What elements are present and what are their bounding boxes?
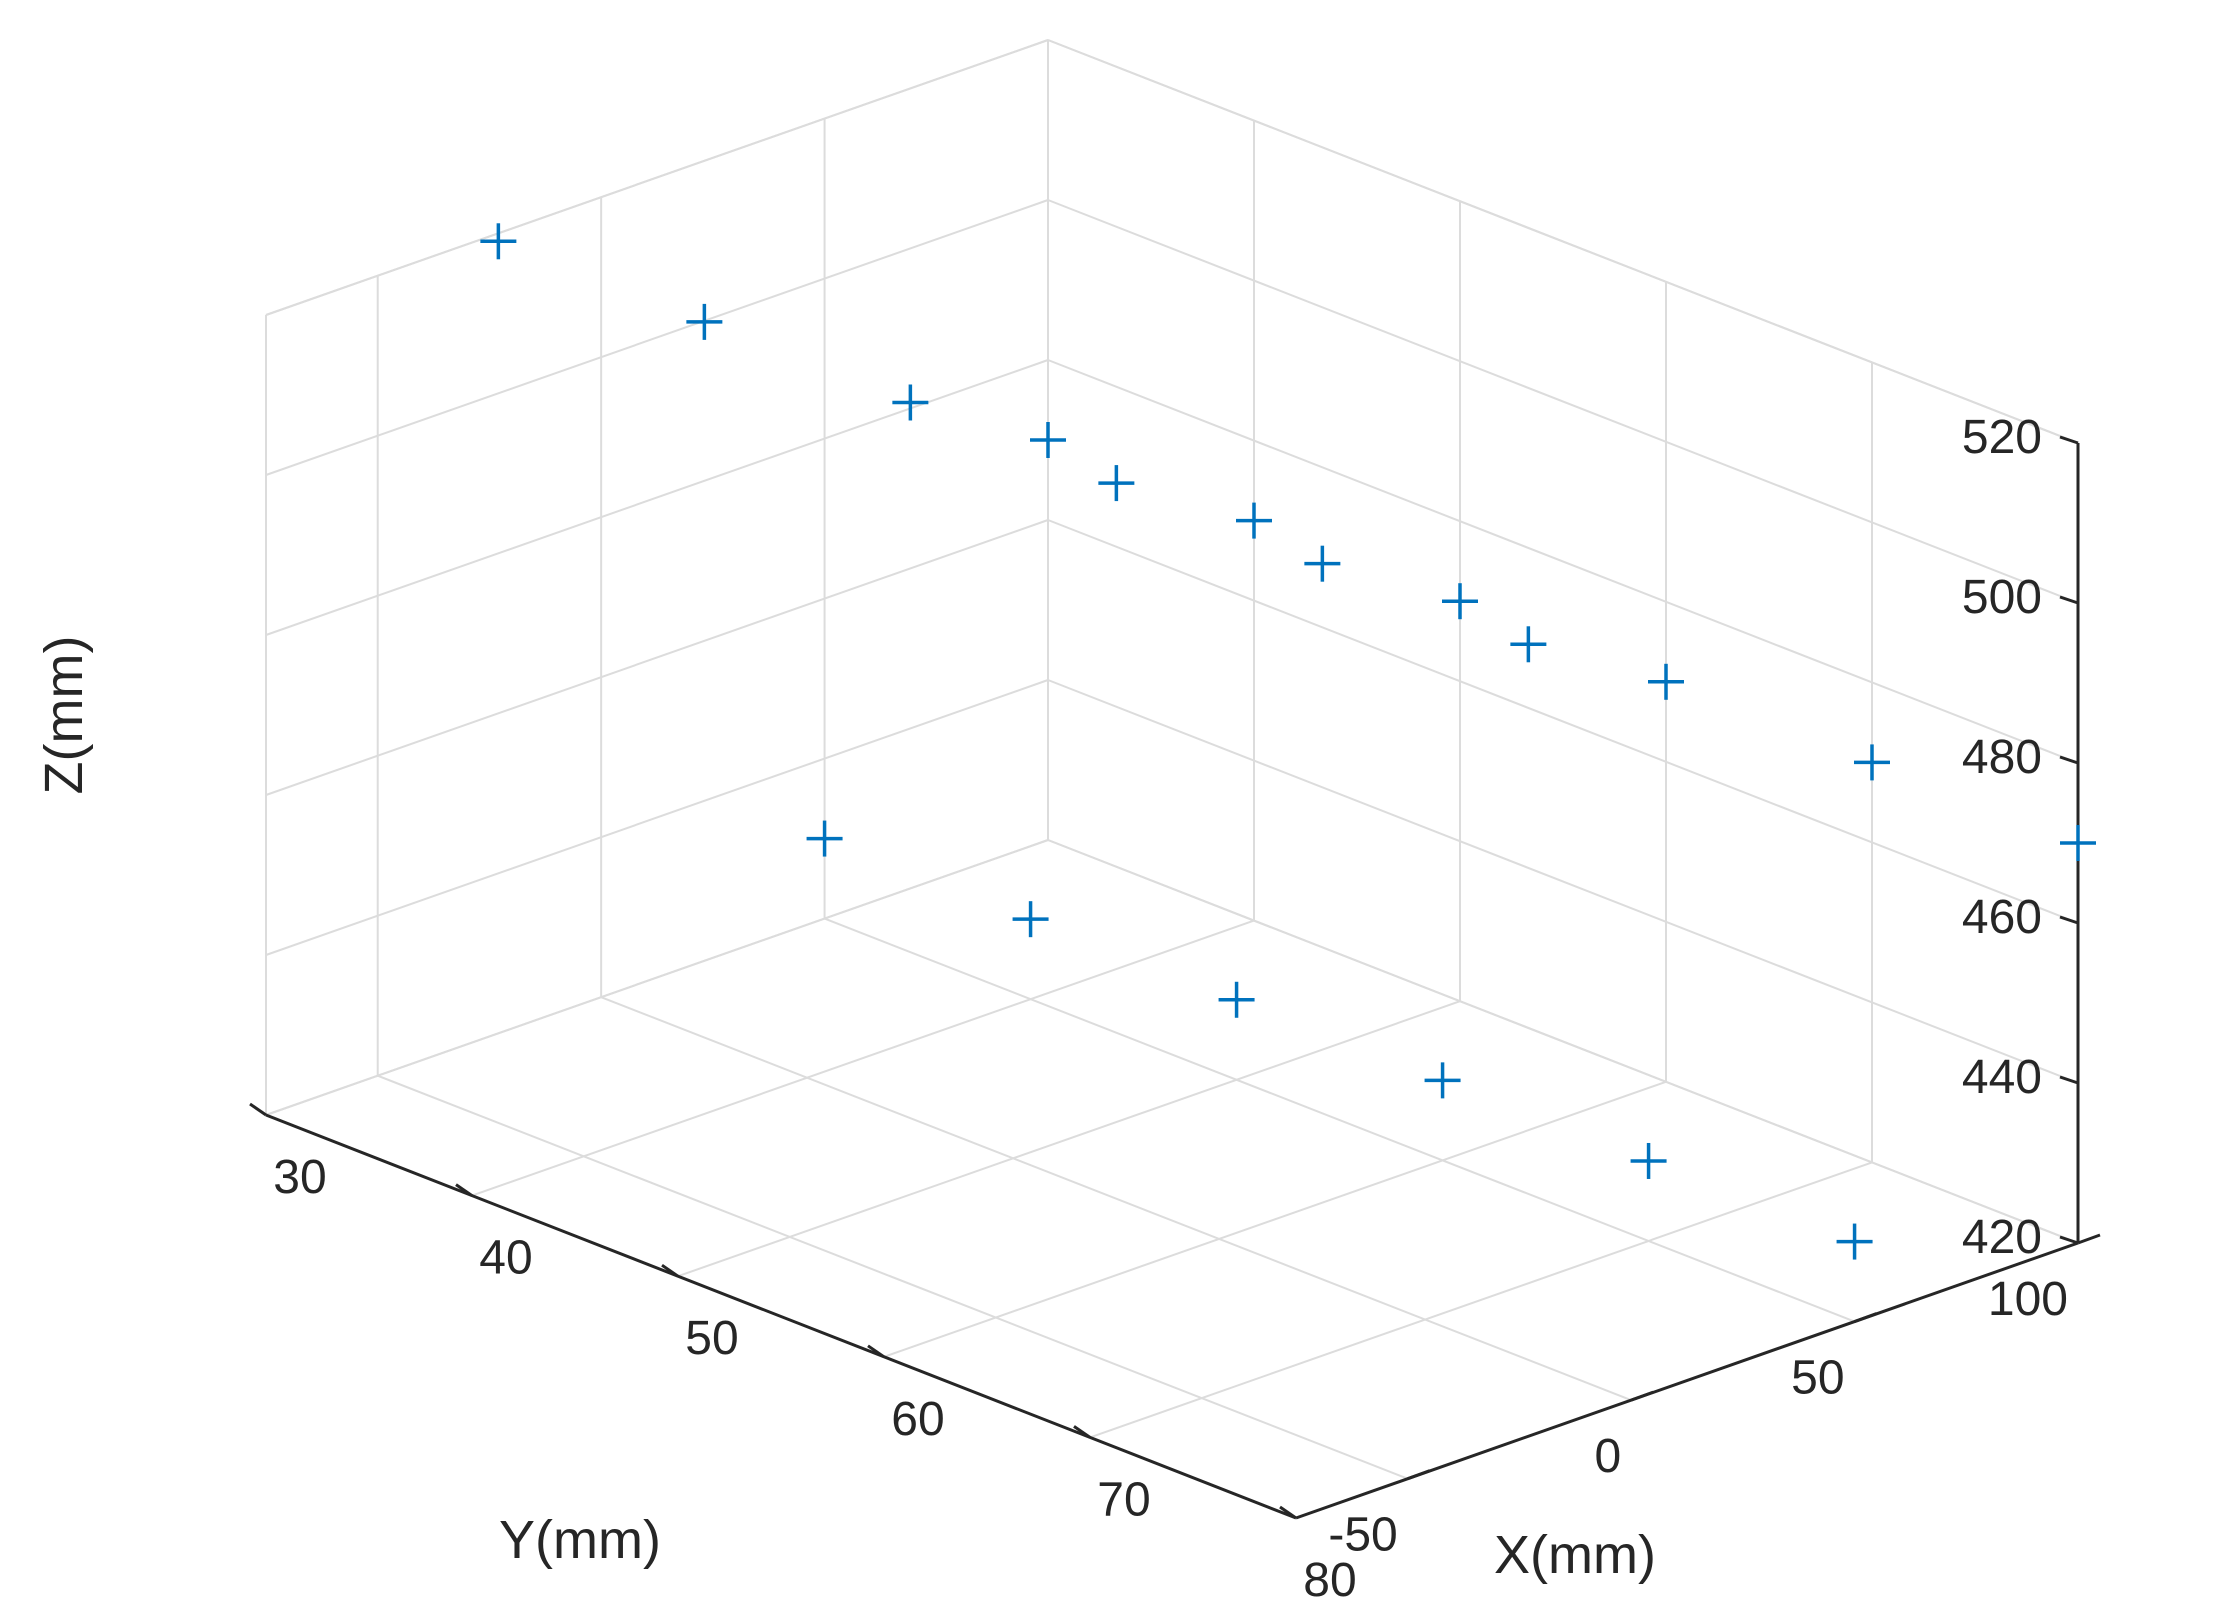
x-tick-label: 50 [685, 1312, 738, 1365]
y-tick-mark [1630, 1390, 1654, 1402]
data-point [1510, 626, 1547, 663]
y-tick-label: 100 [1988, 1273, 2068, 1326]
z-tick-mark [2059, 1075, 2079, 1085]
x-tick-mark [661, 1263, 679, 1278]
x-tick-mark [1073, 1425, 1091, 1439]
data-point [1836, 1223, 1873, 1260]
labels: X(mm) Y(mm) Z(mm) [34, 636, 1656, 1585]
y-tick-mark [1407, 1469, 1431, 1481]
data-point [1098, 465, 1135, 502]
y-tick-label: 50 [1791, 1352, 1844, 1405]
data-point [806, 820, 843, 857]
z-tick-mark [2059, 915, 2079, 925]
y-axis-label: Y(mm) [499, 1510, 661, 1570]
x-tick-mark [455, 1183, 473, 1197]
x-tick-label: 40 [479, 1232, 532, 1285]
grid-line [471, 919, 1255, 1197]
z-tick-mark [2059, 595, 2079, 605]
data-point [480, 223, 517, 260]
data-point [1304, 545, 1341, 582]
grid-line [265, 359, 1049, 636]
grid-line [1047, 839, 2079, 1244]
grid-line [824, 917, 1855, 1323]
axes: 30 40 50 60 70 80-50 0 50 100 420 440 460 480 500 520 [249, 411, 2101, 1607]
data-point [1030, 422, 1066, 458]
data-point [1854, 744, 1890, 781]
grid-line [265, 839, 1049, 1116]
z-tick-mark [2059, 1235, 2079, 1245]
x-tick-label: 70 [1097, 1473, 1150, 1526]
grid-line [1047, 359, 2079, 764]
x-tick-label: 60 [891, 1393, 944, 1446]
z-tick-label: 440 [1962, 1051, 2042, 1104]
grid-lines [265, 39, 2079, 1519]
z-tick-label: 460 [1962, 891, 2042, 944]
z-tick-mark [2059, 755, 2079, 765]
grid-line [883, 1080, 1667, 1358]
grid-line [265, 679, 1049, 956]
grid-line [377, 1074, 1409, 1480]
x-tick-mark [867, 1344, 885, 1359]
data-point [2060, 825, 2096, 861]
grid-line [265, 39, 1049, 316]
grid-line [1047, 39, 2079, 444]
grid-line [1047, 679, 2079, 1084]
grid-line [265, 199, 1049, 476]
z-axis-label: Z(mm) [34, 636, 94, 795]
grid-line [1047, 199, 2079, 604]
x-tick-label: 80 [1303, 1554, 1356, 1607]
x-tick-mark [249, 1102, 267, 1117]
x-tick-label: 30 [273, 1151, 326, 1204]
data-point [1236, 502, 1272, 539]
grid-line [1089, 1161, 1873, 1439]
grid-line [677, 1000, 1461, 1278]
x-axis-line [265, 1113, 1297, 1520]
x-axis-label: X(mm) [1494, 1525, 1656, 1585]
data-point [1012, 901, 1049, 938]
y-tick-mark [1854, 1312, 1878, 1323]
data-point [1218, 981, 1255, 1018]
grid-line [600, 996, 1632, 1402]
z-tick-mark [2059, 435, 2079, 445]
data-point [1648, 663, 1684, 700]
data-point [1424, 1062, 1461, 1099]
z-tick-label: 520 [1962, 411, 2042, 464]
data-markers [480, 223, 2096, 1260]
y-tick-mark [2077, 1233, 2101, 1245]
z-tick-label: 480 [1962, 731, 2042, 784]
y-tick-label: -50 [1328, 1509, 1397, 1562]
x-tick-mark [1279, 1505, 1297, 1520]
y-tick-label: 0 [1594, 1430, 1621, 1483]
data-point [1630, 1142, 1667, 1179]
grid-line [1047, 519, 2079, 924]
z-tick-label: 500 [1962, 571, 2042, 624]
grid-line [265, 519, 1049, 796]
data-point [1442, 583, 1478, 620]
data-point [686, 303, 723, 340]
data-point [892, 384, 929, 421]
z-tick-label: 420 [1962, 1211, 2042, 1264]
